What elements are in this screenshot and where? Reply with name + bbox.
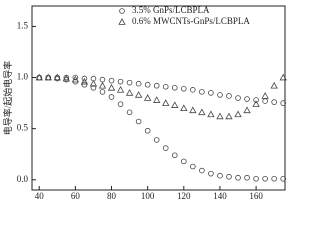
legend-marker [118,18,126,25]
data-point [153,96,161,103]
x-tick-label: 160 [249,191,263,200]
data-point [153,82,160,89]
data-point [217,92,223,98]
data-point [36,74,43,81]
data-point [253,175,259,182]
data-point [134,91,143,98]
data-point [108,94,115,100]
data-point [99,76,106,83]
data-point [262,175,268,182]
data-point [279,73,287,81]
data-point [81,81,88,88]
data-point [125,89,134,96]
data-point [199,167,205,174]
x-tick-label: 40 [35,191,45,200]
data-point [208,90,214,96]
data-point [89,79,98,87]
y-tick-label: 1.0 [17,72,29,82]
data-point [243,106,251,114]
legend-label: 3.5% GnPs/LCBPLA [132,5,210,15]
data-point [62,74,71,82]
data-point [98,81,107,89]
data-point [207,110,215,118]
data-point [235,174,241,181]
data-point [190,163,196,170]
plot-frame [31,5,286,191]
data-point [99,89,106,95]
data-point [135,80,142,87]
data-point [199,89,205,95]
chart: 电导率/起始电导率 0.0 0.5 1.0 1.5 40 60 80 100 120 140 160… [2,5,287,200]
data-point [54,74,61,81]
data-point [216,112,224,120]
data-point [143,94,152,101]
data-point [208,170,214,177]
y-tick-label: 1.5 [17,21,29,31]
data-point [117,101,124,107]
data-point [252,100,260,107]
data-point [153,137,160,143]
x-tick-label: 60 [71,191,81,200]
data-point [180,104,188,112]
data-point [116,85,125,93]
data-point [271,175,277,182]
data-point [135,118,142,125]
data-point [217,172,223,179]
data-point [171,101,179,108]
data-point [189,106,197,114]
data-point [162,99,170,106]
data-point [63,74,70,81]
data-point [81,75,88,82]
data-point [225,112,233,120]
data-point [181,86,187,92]
data-point [80,77,89,85]
data-point [234,110,242,118]
data-point [235,95,241,101]
data-point [45,74,52,81]
data-point [198,108,206,116]
y-tick-label: 0.0 [17,174,29,184]
data-point [270,81,278,89]
data-point [126,109,133,116]
data-point [181,158,187,165]
x-tick-label: 140 [213,191,227,200]
data-point [126,79,133,86]
data-point [226,93,232,99]
data-point [171,84,178,91]
data-point [280,100,286,106]
data-point [244,96,250,102]
data-point [162,145,169,151]
data-point [262,98,268,104]
legend-marker [119,8,125,14]
data-point [144,127,151,134]
data-point [90,75,97,82]
data-point [226,173,232,180]
y-axis-label: 电导率/起始电导率 [2,61,13,136]
data-point [244,174,250,181]
data-point [90,84,97,91]
x-tick-label: 80 [107,191,117,200]
data-point [107,83,116,91]
data-point [117,78,124,85]
y-tick-label: 0.5 [17,123,29,133]
data-point [190,87,196,93]
data-point [261,92,269,99]
data-point [162,83,169,90]
x-tick-label: 120 [177,191,191,200]
data-point [144,81,151,88]
data-point [72,74,79,81]
data-point [171,152,178,159]
data-point [271,99,277,105]
data-point [253,97,259,103]
legend-label: 0.6% MWCNTs-GnPs/LCBPLA [132,16,250,26]
data-point [280,175,286,182]
data-point [108,77,115,84]
x-tick-label: 100 [141,191,155,200]
